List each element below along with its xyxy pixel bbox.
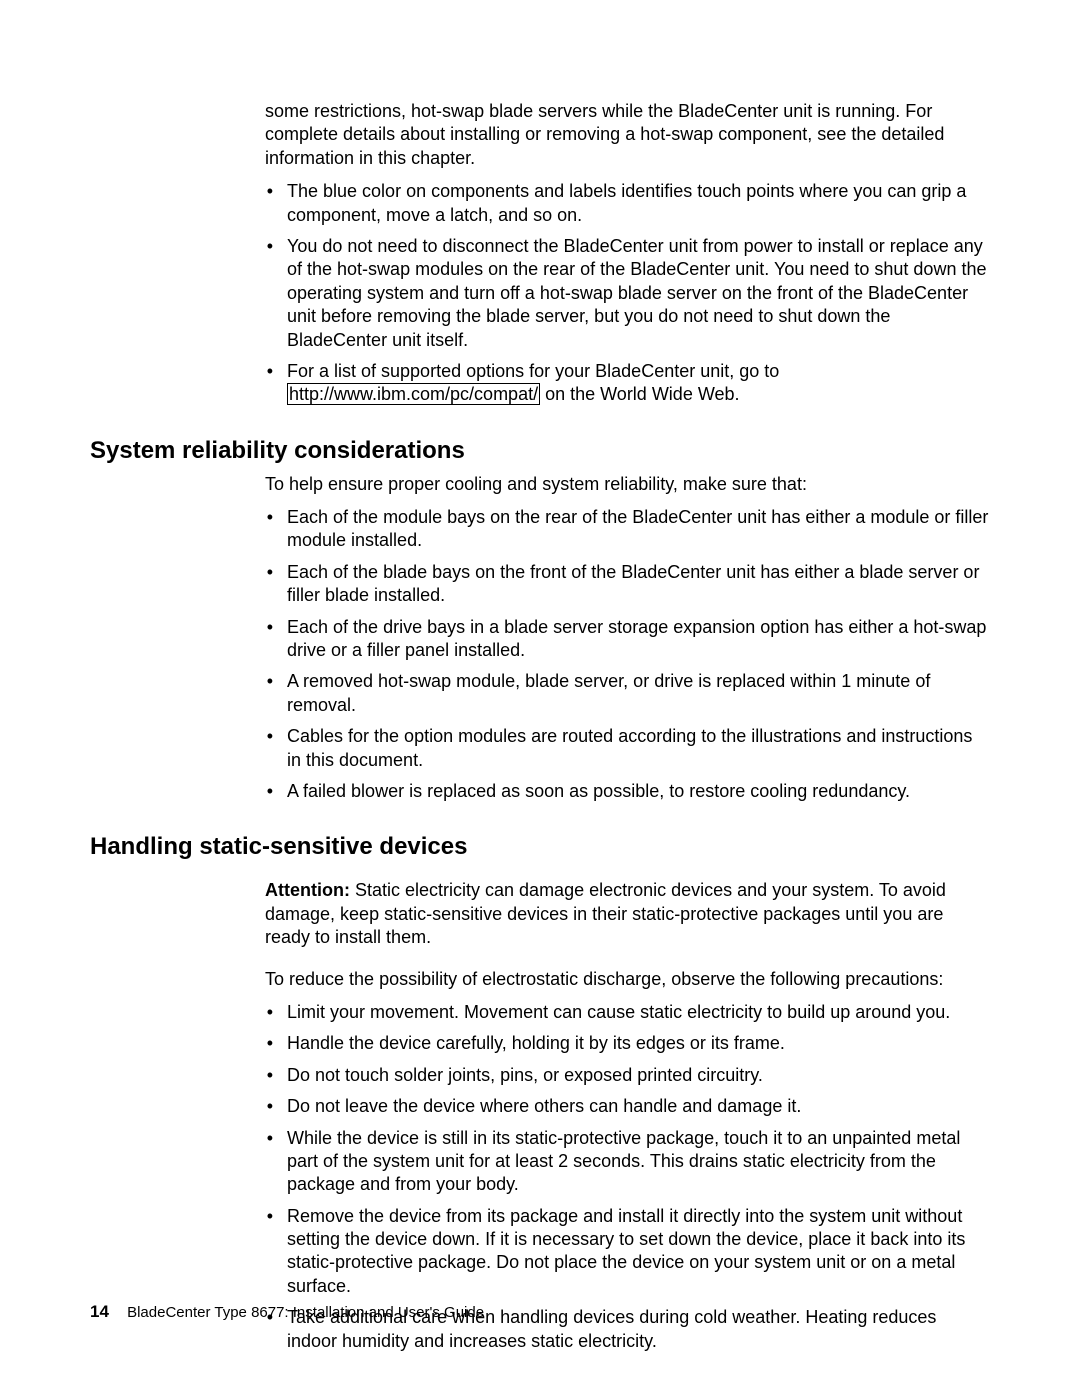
text-fragment: on the World Wide Web.	[540, 384, 739, 404]
heading-system-reliability: System reliability considerations	[90, 437, 990, 465]
list-item: Each of the blade bays on the front of t…	[283, 561, 990, 608]
section1-body: To help ensure proper cooling and system…	[265, 473, 990, 804]
attention-text: Static electricity can damage electronic…	[265, 880, 946, 947]
intro-block: some restrictions, hot-swap blade server…	[265, 100, 990, 407]
section2-intro: To reduce the possibility of electrostat…	[265, 968, 990, 991]
list-item: Remove the device from its package and i…	[283, 1205, 990, 1299]
text-fragment: For a list of supported options for your…	[287, 361, 779, 381]
section2-body: Attention: Static electricity can damage…	[265, 879, 990, 1353]
list-item: Do not leave the device where others can…	[283, 1095, 990, 1118]
section1-list: Each of the module bays on the rear of t…	[265, 506, 990, 803]
list-item: The blue color on components and labels …	[283, 180, 990, 227]
list-item: A removed hot-swap module, blade server,…	[283, 670, 990, 717]
list-item: Cables for the option modules are routed…	[283, 725, 990, 772]
list-item: You do not need to disconnect the BladeC…	[283, 235, 990, 352]
attention-label: Attention:	[265, 880, 350, 900]
list-item: Limit your movement. Movement can cause …	[283, 1001, 990, 1024]
list-item: Each of the module bays on the rear of t…	[283, 506, 990, 553]
intro-list: The blue color on components and labels …	[265, 180, 990, 407]
page-body: some restrictions, hot-swap blade server…	[0, 0, 1080, 1353]
page-number: 14	[90, 1302, 109, 1321]
heading-static-sensitive: Handling static-sensitive devices	[90, 833, 990, 861]
intro-paragraph: some restrictions, hot-swap blade server…	[265, 100, 990, 170]
page-footer: 14 BladeCenter Type 8677: Installation a…	[90, 1302, 484, 1322]
list-item: For a list of supported options for your…	[283, 360, 990, 407]
section1-intro: To help ensure proper cooling and system…	[265, 473, 990, 496]
footer-title: BladeCenter Type 8677: Installation and …	[127, 1304, 484, 1321]
list-item: A failed blower is replaced as soon as p…	[283, 780, 990, 803]
list-item: Each of the drive bays in a blade server…	[283, 616, 990, 663]
compat-link[interactable]: http://www.ibm.com/pc/compat/	[287, 383, 540, 405]
list-item: While the device is still in its static-…	[283, 1127, 990, 1197]
list-item: Handle the device carefully, holding it …	[283, 1032, 990, 1055]
section2-list: Limit your movement. Movement can cause …	[265, 1001, 990, 1353]
attention-paragraph: Attention: Static electricity can damage…	[265, 879, 990, 949]
list-item: Do not touch solder joints, pins, or exp…	[283, 1064, 990, 1087]
